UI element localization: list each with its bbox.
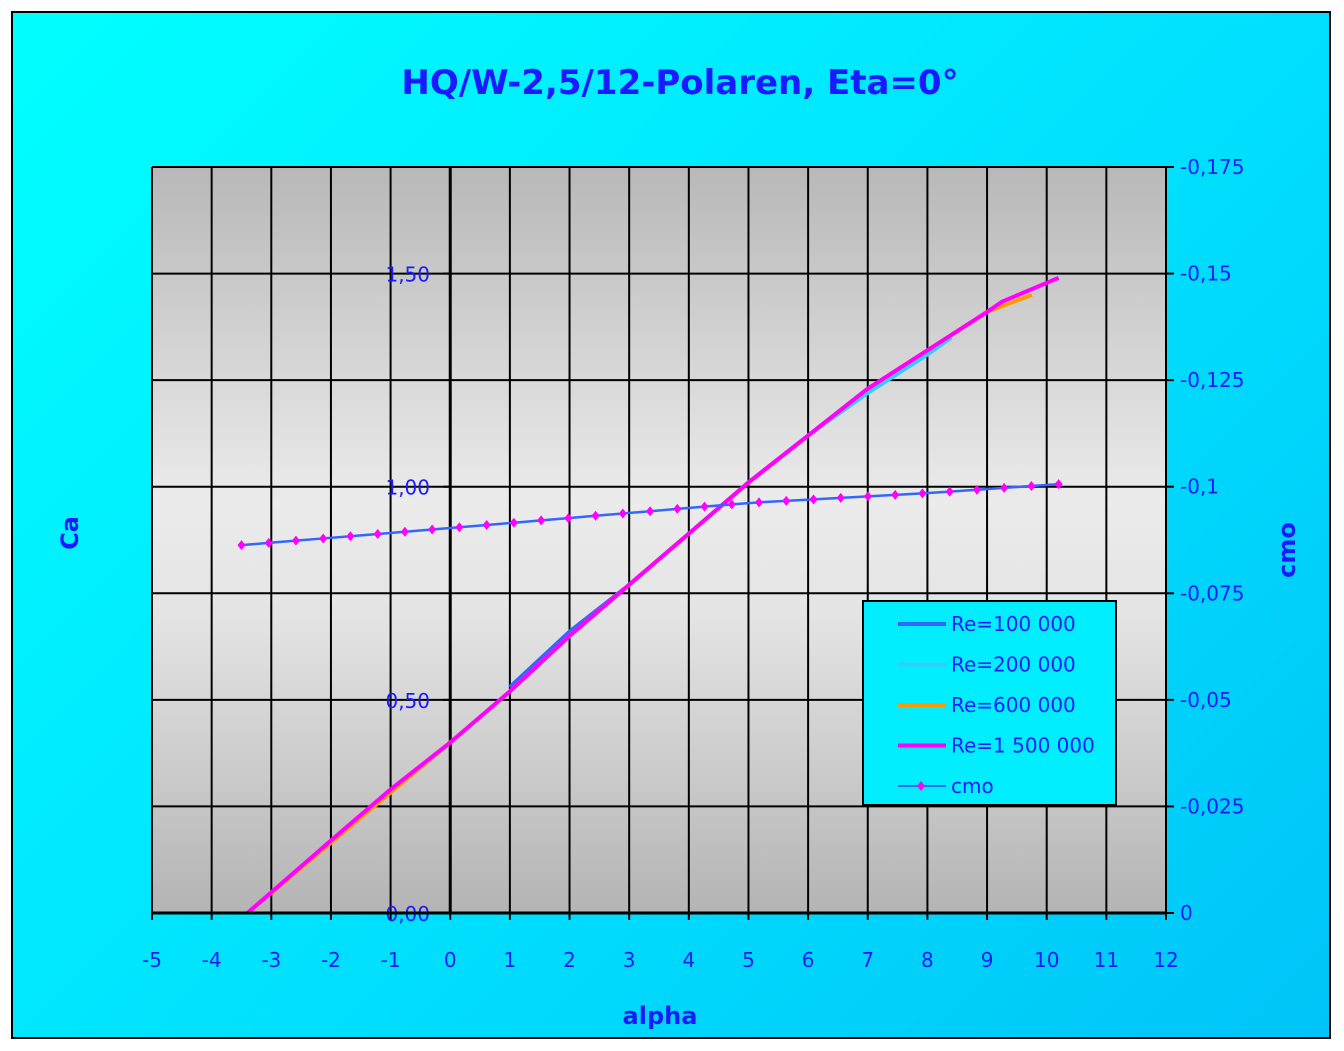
cmo-marker [400,526,409,537]
cmo-marker [972,484,981,495]
y2-axis-label: cmo [1273,522,1301,578]
cmo-marker [782,495,791,506]
chart-title: HQ/W-2,5/12-Polaren, Eta=0° [401,63,958,103]
y-tick-label: 0,50 [385,689,430,713]
x-tick-label: 10 [1034,948,1059,972]
cmo-marker [836,492,845,503]
cmo-marker [863,491,872,502]
legend-label: cmo [951,774,994,798]
x-tick-label: 6 [802,948,815,972]
y2-tick-label: -0,125 [1180,368,1244,392]
y2-tick-label: -0,025 [1180,794,1244,818]
y2-tick-label: 0 [1180,901,1193,925]
cmo-marker [891,489,900,500]
cmo-marker [1054,479,1063,490]
legend-marker [917,781,925,791]
cmo-marker [918,488,927,499]
x-tick-label: -2 [321,948,341,972]
cmo-marker [428,524,437,535]
legend-label: Re=1 500 000 [951,734,1095,758]
cmo-marker [237,540,246,551]
legend-label: Re=200 000 [951,653,1076,677]
x-tick-label: -4 [202,948,222,972]
y2-tick-label: -0,1 [1180,475,1219,499]
x-tick-label: 9 [981,948,994,972]
cmo-marker [264,537,273,548]
legend: Re=100 000 Re=200 000 Re=600 000 Re=1 500 0… [862,600,1117,806]
cmo-marker [319,533,328,544]
x-tick-label: -1 [381,948,401,972]
cmo-marker [700,501,709,512]
legend-label: Re=100 000 [951,612,1076,636]
x-tick-label: 4 [682,948,695,972]
cmo-marker [537,515,546,526]
cmo-marker [618,508,627,519]
x-tick-label: 1 [504,948,517,972]
cmo-marker [291,535,300,546]
legend-label: Re=600 000 [951,693,1076,717]
y2-tick-label: -0,075 [1180,581,1244,605]
cmo-marker [809,494,818,505]
y-tick-label: 1,50 [385,263,430,287]
x-tick-label: 12 [1153,948,1178,972]
cmo-marker [1000,482,1009,493]
x-axis-label: alpha [623,1002,698,1030]
x-tick-label: 2 [563,948,576,972]
cmo-marker [1027,481,1036,492]
x-tick-label: 0 [444,948,457,972]
x-tick-label: -5 [142,948,162,972]
x-tick-label: 3 [623,948,636,972]
y-tick-label: 1,00 [385,476,430,500]
x-tick-label: 11 [1094,948,1119,972]
y2-tick-label: -0,15 [1180,262,1232,286]
cmo-marker [727,499,736,510]
cmo-marker [482,519,491,530]
cmo-marker [455,522,464,533]
x-tick-label: -3 [261,948,281,972]
cmo-marker [564,513,573,524]
x-tick-label: 5 [742,948,755,972]
cmo-marker [346,531,355,542]
cmo-marker [673,503,682,514]
x-tick-label: 8 [921,948,934,972]
cmo-marker [646,506,655,517]
y2-tick-label: -0,175 [1180,155,1244,179]
y-axis-label: Ca [56,516,84,550]
cmo-marker [591,510,600,521]
cmo-marker [755,497,764,508]
series-line [246,275,1060,915]
cmo-marker [509,517,518,528]
cmo-marker [945,486,954,497]
cmo-marker [373,528,382,539]
x-tick-label: 7 [861,948,874,972]
y2-tick-label: -0,05 [1180,688,1232,712]
